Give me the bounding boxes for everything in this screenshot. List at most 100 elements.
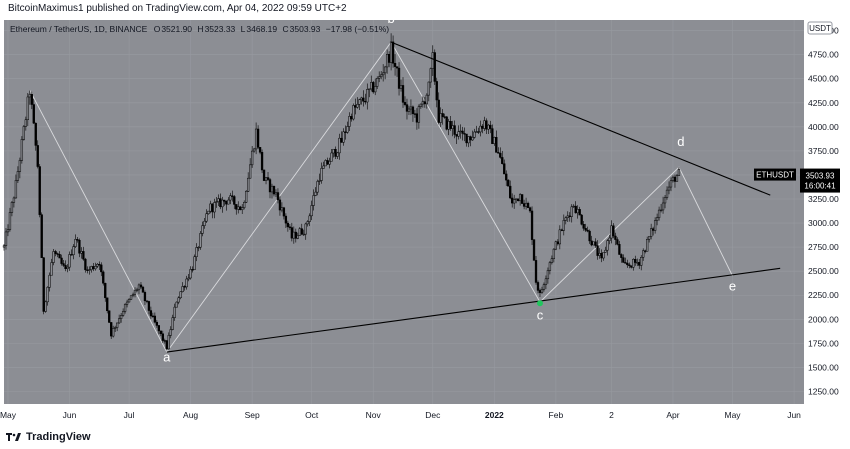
candle-body	[405, 104, 409, 112]
candle-body	[391, 41, 395, 64]
candle-body	[518, 194, 522, 202]
candle-body	[249, 164, 252, 179]
candle-body	[463, 133, 466, 135]
candle-body	[243, 202, 246, 208]
candle-body	[70, 254, 73, 256]
candle-body	[262, 169, 266, 181]
candle-body	[40, 214, 43, 258]
candle-body	[552, 248, 556, 259]
candle-body	[576, 209, 579, 214]
candle-body	[201, 225, 204, 234]
candle-body	[4, 231, 8, 246]
candle-body	[92, 266, 95, 270]
wave-label-d: d	[677, 134, 684, 149]
candle-body	[646, 239, 649, 252]
candle-body	[471, 137, 474, 141]
y-tick-label: 1250.00	[808, 386, 839, 396]
candle-body	[50, 262, 53, 276]
candle-body	[578, 209, 581, 216]
candle-body	[467, 136, 470, 144]
candle-body	[372, 82, 375, 93]
candle-body	[310, 205, 313, 217]
candle-body	[181, 286, 184, 292]
y-tick-label: 2500.00	[808, 266, 839, 276]
svg-text:Ethereum / TetherUS, 1D, BINAN: Ethereum / TetherUS, 1D, BINANCE O3521.9…	[10, 24, 389, 34]
candle-body	[632, 259, 635, 268]
candle-body	[344, 131, 347, 133]
candle-body	[389, 41, 393, 63]
candle-body	[96, 263, 99, 267]
candle-body	[479, 125, 482, 133]
candle-body	[10, 202, 14, 213]
candle-body	[437, 99, 440, 123]
candle-body	[433, 52, 436, 82]
candle-body	[421, 101, 425, 105]
candle-body	[322, 165, 325, 169]
candle-body	[179, 291, 182, 299]
candle-body	[385, 54, 389, 68]
candle-body	[197, 246, 200, 249]
candle-body	[495, 137, 498, 153]
candle-body	[544, 278, 548, 285]
candle-body	[165, 340, 168, 350]
candle-body	[657, 209, 661, 218]
candle-body	[648, 236, 651, 240]
candle-body	[286, 222, 290, 228]
candle-body	[106, 297, 109, 312]
candle-body	[272, 185, 276, 195]
price-chart[interactable]: abcde 5000.004750.004500.004250.004000.0…	[0, 20, 850, 430]
candle-body	[274, 192, 278, 195]
chart-legend: Ethereum / TetherUS, 1D, BINANCE O3521.9…	[10, 24, 389, 34]
candle-body	[618, 244, 621, 255]
wave-label-a: a	[163, 350, 171, 365]
candle-body	[362, 97, 365, 102]
candle-body	[145, 300, 149, 302]
candle-body	[622, 257, 625, 263]
currency-badge[interactable]: USDT	[807, 21, 833, 35]
candle-body	[332, 148, 335, 154]
candle-body	[294, 231, 297, 239]
wave-label-e: e	[729, 278, 736, 293]
x-tick-label: Jul	[124, 410, 135, 420]
candle-body	[586, 229, 589, 232]
candle-body	[229, 195, 232, 201]
candle-body	[655, 217, 659, 221]
candle-body	[266, 177, 270, 180]
candle-body	[403, 102, 407, 105]
candle-body	[346, 126, 349, 133]
candle-body	[669, 180, 673, 188]
candle-body	[574, 205, 577, 214]
candle-body	[483, 120, 486, 129]
candle-body	[663, 197, 667, 204]
x-tick-label: 2	[609, 410, 614, 420]
y-tick-label: 2750.00	[808, 242, 839, 252]
candle-body	[620, 254, 623, 258]
candle-body	[250, 150, 254, 166]
x-tick-label: Jun	[787, 410, 801, 420]
candle-body	[550, 258, 554, 263]
candle-body	[62, 263, 65, 266]
brand-name: TradingView	[26, 431, 91, 443]
x-tick-label: Oct	[305, 410, 319, 420]
candle-body	[227, 199, 230, 205]
candle-body	[22, 126, 26, 140]
trendlines	[166, 41, 781, 353]
candle-body	[653, 220, 657, 231]
candle-body	[628, 264, 631, 266]
candle-body	[84, 258, 87, 271]
candle-body	[429, 68, 432, 83]
candle-body	[114, 327, 117, 329]
chart-title: Ethereum / TetherUS, 1D, BINANCE	[10, 24, 148, 34]
candle-body	[491, 128, 494, 144]
candle-body	[540, 289, 544, 293]
candle-body	[366, 89, 369, 103]
x-tick-label: May	[725, 410, 742, 420]
candle-body	[290, 227, 293, 239]
candle-body	[56, 253, 59, 255]
candle-body	[247, 177, 250, 192]
candle-body	[596, 245, 599, 256]
candle-body	[538, 290, 542, 293]
candle-body	[119, 315, 123, 319]
candle-body	[14, 180, 18, 199]
high-value: 3523.33	[205, 24, 236, 34]
